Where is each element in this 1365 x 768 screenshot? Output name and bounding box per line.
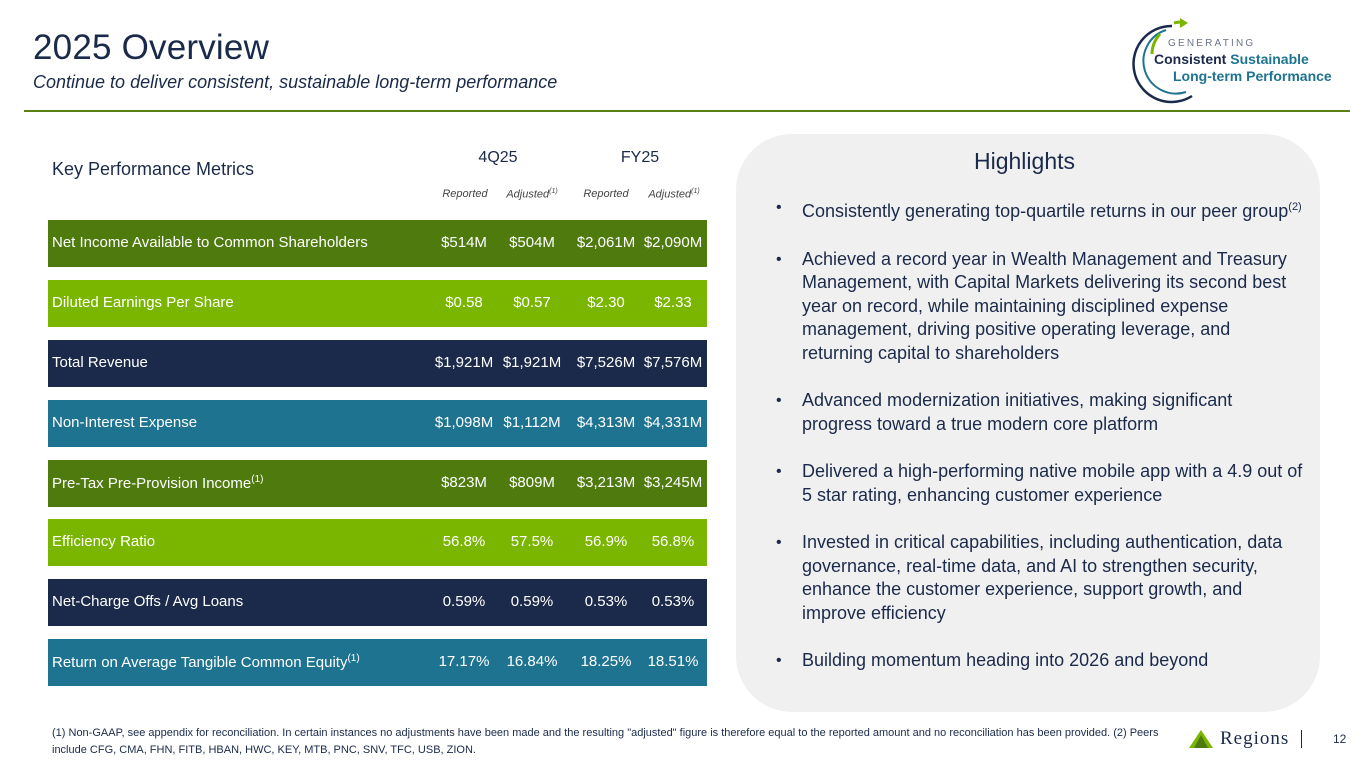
subhead-reported: Reported bbox=[430, 188, 500, 200]
highlight-text: Achieved a record year in Wealth Managem… bbox=[802, 248, 1287, 363]
period-fy25: FY25 bbox=[620, 149, 660, 166]
metric-value: 0.59% bbox=[510, 593, 554, 610]
metric-label: Non-Interest Expense bbox=[52, 414, 198, 431]
metric-value: $4,331M bbox=[643, 414, 703, 431]
highlight-note: (2) bbox=[1288, 201, 1302, 213]
metric-row: Net Income Available to Common Sharehold… bbox=[48, 220, 707, 267]
metric-value: $2.33 bbox=[654, 294, 692, 311]
subhead-text: Adjusted bbox=[648, 188, 692, 201]
subhead-text: Adjusted bbox=[506, 188, 550, 201]
brand-consistent: Consistent bbox=[1154, 51, 1227, 67]
highlight-text: Invested in critical capabilities, inclu… bbox=[802, 532, 1283, 623]
brand-generating: GENERATING bbox=[1168, 38, 1256, 49]
metric-value: $823M bbox=[441, 474, 487, 491]
metric-label: Efficiency Ratio bbox=[52, 533, 156, 550]
metric-value: $3,245M bbox=[643, 474, 703, 491]
metric-value: 18.51% bbox=[647, 653, 699, 670]
metric-value: 18.25% bbox=[580, 653, 632, 670]
metric-value: $0.58 bbox=[445, 294, 483, 311]
metric-label: Total Revenue bbox=[52, 354, 148, 371]
metric-value: $7,576M bbox=[643, 354, 703, 371]
metric-value: $7,526M bbox=[576, 354, 636, 371]
metric-value: 0.53% bbox=[584, 593, 628, 610]
footnote: (1) Non-GAAP, see appendix for reconcili… bbox=[52, 727, 1159, 756]
metric-value: $514M bbox=[441, 234, 487, 251]
brand-mark: GENERATING Consistent Sustainable Long-t… bbox=[1130, 18, 1350, 104]
metric-value: $1,098M bbox=[434, 414, 494, 431]
metric-value: $4,313M bbox=[576, 414, 636, 431]
metric-value: 17.17% bbox=[438, 653, 490, 670]
metric-value: 0.53% bbox=[651, 593, 695, 610]
metric-label: Diluted Earnings Per Share bbox=[52, 294, 234, 311]
metric-label: Pre-Tax Pre-Provision Income(1) bbox=[52, 474, 264, 492]
metric-value: $1,921M bbox=[434, 354, 494, 371]
metric-note: (1) bbox=[347, 653, 360, 664]
metric-value: $1,112M bbox=[503, 414, 561, 431]
metric-value: 56.8% bbox=[651, 533, 695, 550]
logo-divider bbox=[1301, 730, 1303, 748]
arrow-circle-icon bbox=[1132, 18, 1193, 104]
metric-row: Non-Interest Expense $1,098M $1,112M $4,313… bbox=[48, 400, 707, 447]
metric-row: Pre-Tax Pre-Provision Income(1) $823M $809… bbox=[48, 460, 707, 507]
metric-value: $809M bbox=[509, 474, 555, 491]
header-divider bbox=[24, 110, 1350, 112]
highlight-text: Building momentum heading into 2026 and … bbox=[802, 650, 1209, 670]
metric-row: Total Revenue $1,921M $1,921M $7,526M $7,576… bbox=[48, 340, 707, 387]
highlight-bullet: Delivered a high-performing native mobil… bbox=[776, 460, 1306, 507]
metric-row: Return on Average Tangible Common Equity… bbox=[48, 639, 707, 686]
highlight-bullet: Building momentum heading into 2026 and … bbox=[776, 649, 1306, 673]
metric-value: 57.5% bbox=[510, 533, 554, 550]
brand-line-1: Consistent Sustainable bbox=[1154, 51, 1309, 67]
brand-line-2: Long-term Performance bbox=[1173, 68, 1332, 84]
metric-value: 56.8% bbox=[442, 533, 486, 550]
metric-label: Net Income Available to Common Sharehold… bbox=[52, 234, 368, 251]
subhead-reported: Reported bbox=[571, 188, 641, 200]
subhead-text: Reported bbox=[442, 188, 488, 200]
metric-label: Net-Charge Offs / Avg Loans bbox=[52, 593, 244, 610]
metric-value: $1,921M bbox=[502, 354, 562, 371]
highlight-text: Advanced modernization initiatives, maki… bbox=[802, 390, 1233, 434]
highlight-bullet: Advanced modernization initiatives, maki… bbox=[776, 389, 1306, 436]
metrics-title: Key Performance Metrics bbox=[52, 159, 255, 179]
highlight-bullet: Consistently generating top-quartile ret… bbox=[776, 196, 1306, 224]
metric-value: $0.57 bbox=[513, 294, 551, 311]
metric-value: $2,061M bbox=[576, 234, 636, 251]
highlights-list: Consistently generating top-quartile ret… bbox=[776, 196, 1306, 697]
metric-row: Diluted Earnings Per Share $0.58 $0.57 $2.3… bbox=[48, 280, 707, 327]
metric-label: Return on Average Tangible Common Equity… bbox=[52, 653, 360, 671]
highlight-bullet: Invested in critical capabilities, inclu… bbox=[776, 531, 1306, 625]
period-4q25: 4Q25 bbox=[478, 149, 518, 166]
highlight-text: Consistently generating top-quartile ret… bbox=[802, 201, 1289, 221]
metric-value: $504M bbox=[509, 234, 555, 251]
subhead-adjusted: Adjusted(1) bbox=[497, 188, 567, 201]
metric-note: (1) bbox=[251, 474, 264, 485]
highlights-title: Highlights bbox=[974, 148, 1075, 174]
page-number: 12 bbox=[1333, 732, 1347, 746]
metric-value: $3,213M bbox=[576, 474, 636, 491]
metric-row: Efficiency Ratio 56.8% 57.5% 56.9% 56.8% bbox=[48, 519, 707, 566]
subhead-text: Reported bbox=[583, 188, 629, 200]
brand-sustainable: Sustainable bbox=[1230, 51, 1309, 67]
regions-wordmark: Regions bbox=[1220, 728, 1290, 749]
highlight-text: Delivered a high-performing native mobil… bbox=[802, 461, 1303, 505]
subhead-note: (1) bbox=[691, 188, 700, 195]
metric-value: 56.9% bbox=[584, 533, 628, 550]
regions-leaf-icon bbox=[1189, 730, 1213, 748]
regions-logo: Regions bbox=[1188, 727, 1303, 751]
subhead-note: (1) bbox=[549, 188, 558, 195]
page-subtitle: Continue to deliver consistent, sustaina… bbox=[33, 72, 558, 92]
metric-value: 16.84% bbox=[506, 653, 558, 670]
metric-row: Net-Charge Offs / Avg Loans 0.59% 0.59% 0.5… bbox=[48, 579, 707, 626]
page-title: 2025 Overview bbox=[33, 28, 270, 67]
subhead-adjusted: Adjusted(1) bbox=[639, 188, 709, 201]
metric-value: 0.59% bbox=[442, 593, 486, 610]
metric-value: $2,090M bbox=[643, 234, 703, 251]
highlight-bullet: Achieved a record year in Wealth Managem… bbox=[776, 248, 1306, 366]
metric-value: $2.30 bbox=[587, 294, 625, 311]
